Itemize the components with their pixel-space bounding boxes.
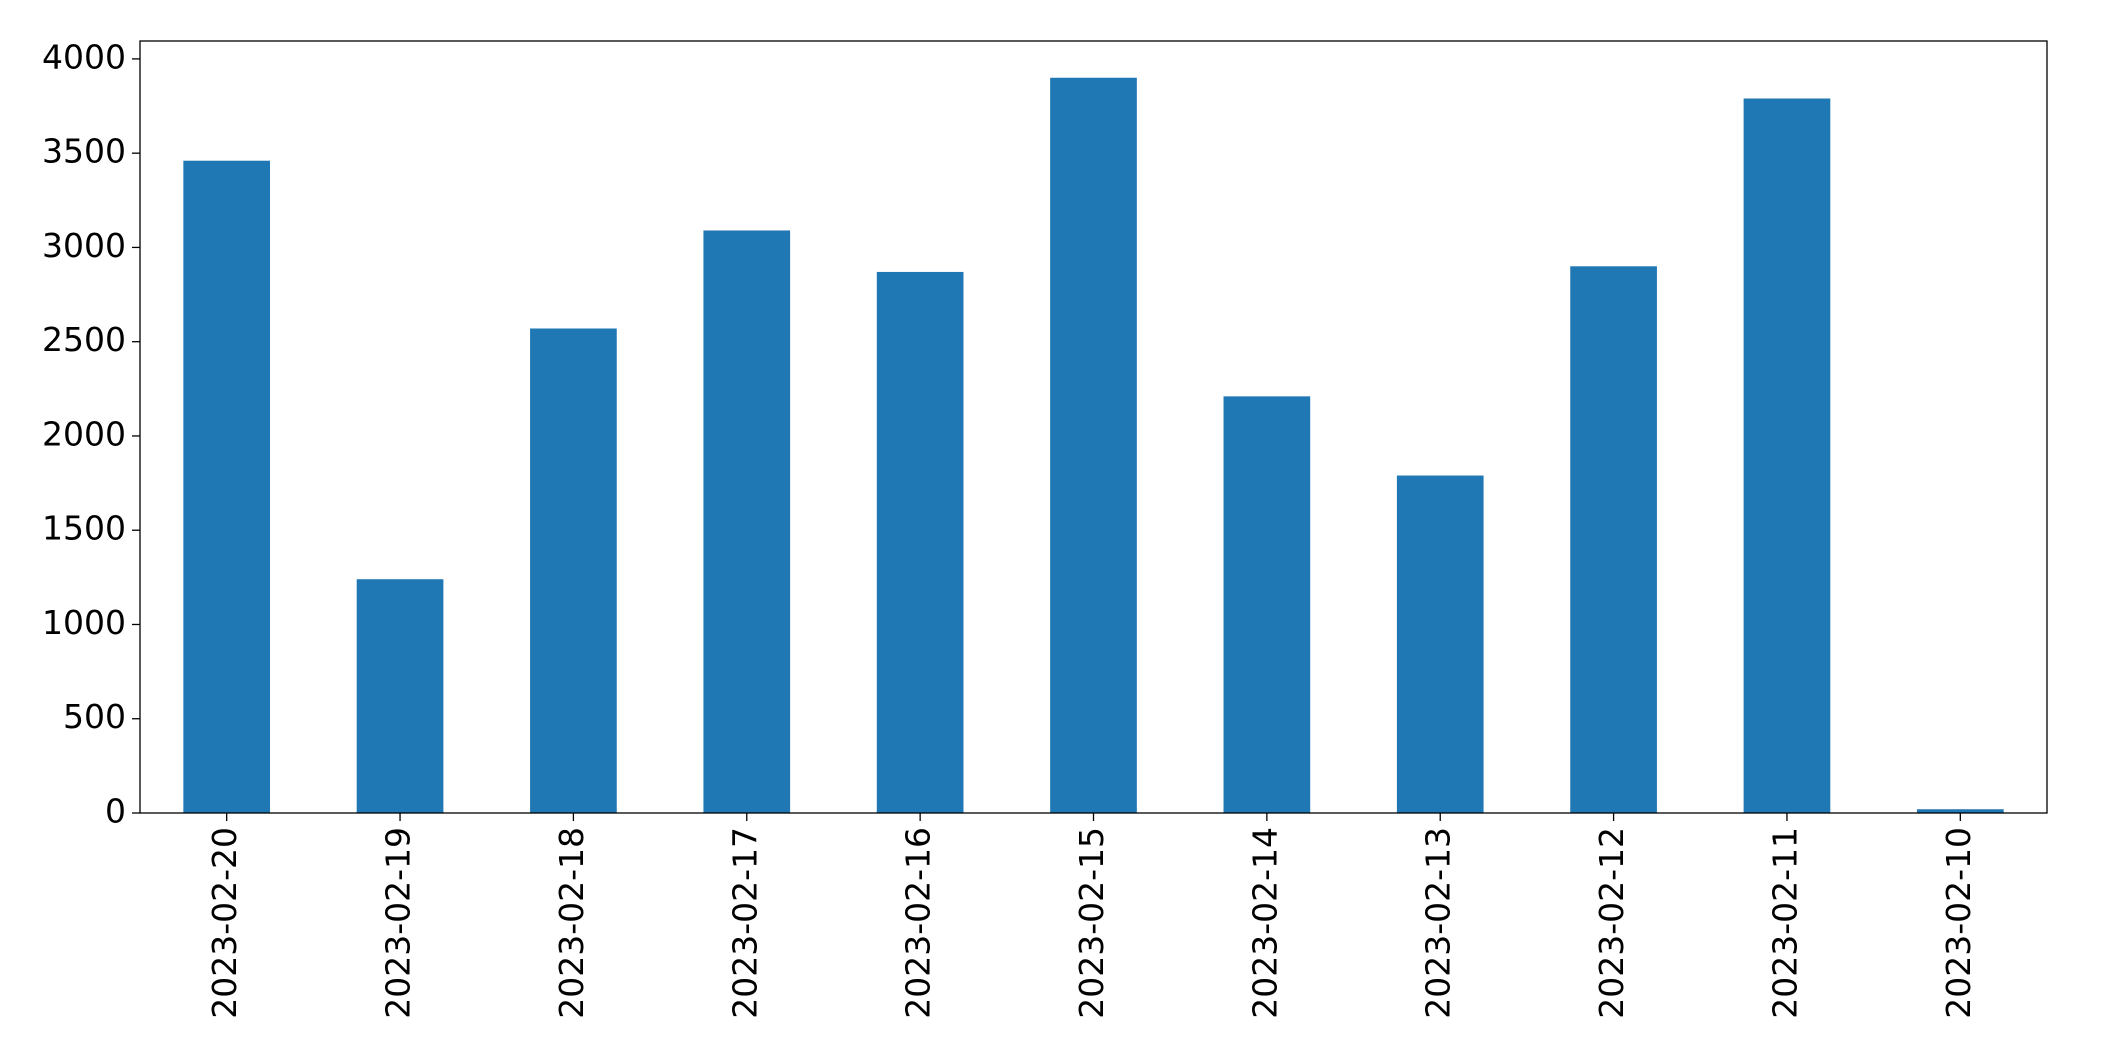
bar — [1743, 98, 1831, 813]
x-tick-label: 2023-02-14 — [1245, 827, 1284, 1019]
x-tick-label: 2023-02-20 — [205, 827, 244, 1019]
x-tick-label: 2023-02-13 — [1419, 827, 1458, 1019]
bar — [876, 271, 964, 813]
bar — [1050, 77, 1137, 813]
bar — [1396, 475, 1484, 813]
x-tick-label: 2023-02-11 — [1765, 827, 1804, 1019]
bar — [1570, 266, 1657, 813]
y-tick-label: 4000 — [42, 37, 126, 76]
bar — [530, 328, 617, 813]
y-tick-label: 1500 — [42, 509, 126, 548]
y-tick-label: 3000 — [42, 226, 126, 265]
x-tick-label: 2023-02-12 — [1592, 827, 1631, 1019]
x-tick-label: 2023-02-18 — [552, 827, 591, 1019]
bar — [1916, 809, 2004, 813]
y-tick-label: 1000 — [42, 603, 126, 642]
bar — [703, 230, 791, 813]
x-tick-label: 2023-02-15 — [1072, 827, 1111, 1019]
y-tick-label: 0 — [105, 792, 126, 831]
y-tick-label: 500 — [63, 697, 126, 736]
y-tick-label: 2000 — [42, 414, 126, 453]
y-tick-label: 3500 — [42, 132, 126, 171]
y-tick-label: 2500 — [42, 320, 126, 359]
x-tick-label: 2023-02-10 — [1939, 827, 1978, 1019]
bar — [356, 579, 444, 813]
plot-frame — [139, 40, 2048, 814]
bar — [1223, 396, 1311, 813]
x-tick-label: 2023-02-17 — [725, 827, 764, 1019]
x-tick-label: 2023-02-19 — [379, 827, 418, 1019]
x-tick-label: 2023-02-16 — [899, 827, 938, 1019]
bar — [183, 160, 271, 813]
